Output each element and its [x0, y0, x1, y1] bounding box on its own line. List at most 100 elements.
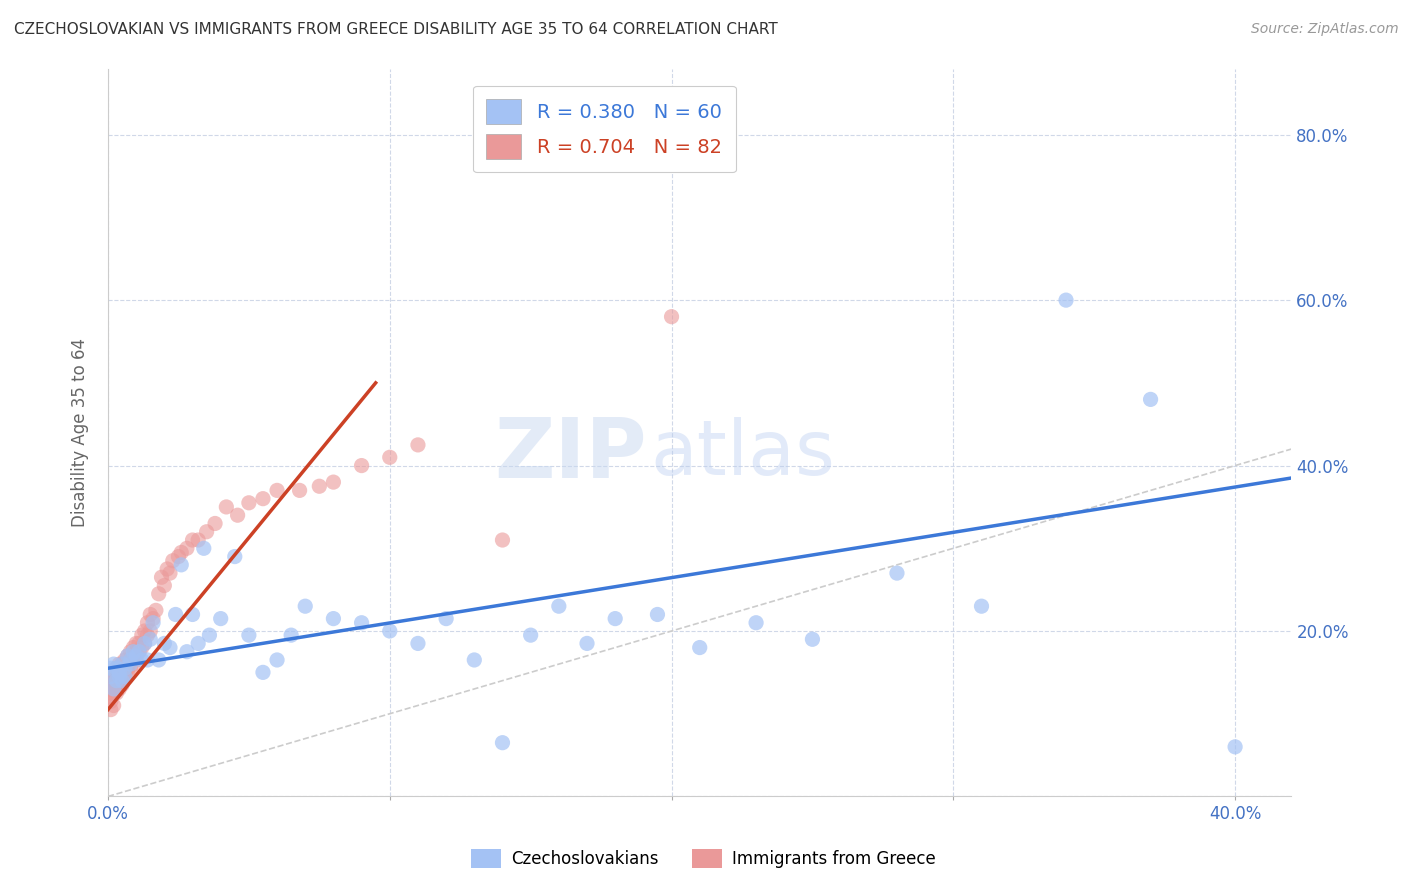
- Point: [288, 483, 311, 498]
- Point: [176, 541, 198, 556]
- Point: [117, 648, 139, 663]
- Point: [215, 500, 238, 514]
- Point: [128, 636, 150, 650]
- Point: [120, 657, 142, 672]
- Point: [156, 562, 179, 576]
- Point: [209, 612, 232, 626]
- Point: [125, 648, 148, 663]
- Point: [801, 632, 824, 647]
- Point: [238, 628, 260, 642]
- Point: [120, 653, 142, 667]
- Point: [105, 678, 128, 692]
- Point: [406, 636, 429, 650]
- Point: [159, 566, 181, 580]
- Point: [117, 661, 139, 675]
- Point: [114, 661, 136, 675]
- Point: [105, 673, 128, 688]
- Point: [167, 549, 190, 564]
- Point: [122, 648, 145, 663]
- Point: [150, 570, 173, 584]
- Point: [165, 607, 187, 622]
- Legend: R = 0.380   N = 60, R = 0.704   N = 82: R = 0.380 N = 60, R = 0.704 N = 82: [472, 86, 735, 172]
- Point: [463, 653, 485, 667]
- Point: [159, 640, 181, 655]
- Point: [111, 673, 134, 688]
- Point: [547, 599, 569, 614]
- Point: [105, 669, 128, 683]
- Point: [103, 678, 125, 692]
- Point: [114, 669, 136, 683]
- Point: [434, 612, 457, 626]
- Point: [103, 669, 125, 683]
- Point: [576, 636, 599, 650]
- Point: [605, 612, 627, 626]
- Point: [125, 645, 148, 659]
- Point: [131, 653, 153, 667]
- Point: [689, 640, 711, 655]
- Point: [187, 636, 209, 650]
- Point: [120, 653, 142, 667]
- Point: [136, 628, 159, 642]
- Text: CZECHOSLOVAKIAN VS IMMIGRANTS FROM GREECE DISABILITY AGE 35 TO 64 CORRELATION CH: CZECHOSLOVAKIAN VS IMMIGRANTS FROM GREEC…: [14, 22, 778, 37]
- Point: [378, 450, 401, 465]
- Point: [970, 599, 993, 614]
- Point: [322, 475, 344, 489]
- Point: [108, 669, 131, 683]
- Point: [108, 665, 131, 680]
- Point: [100, 690, 122, 705]
- Point: [105, 686, 128, 700]
- Point: [252, 665, 274, 680]
- Point: [491, 736, 513, 750]
- Point: [103, 673, 125, 688]
- Point: [122, 657, 145, 672]
- Point: [238, 496, 260, 510]
- Point: [108, 665, 131, 680]
- Text: ZIP: ZIP: [494, 414, 647, 495]
- Point: [108, 657, 131, 672]
- Point: [128, 645, 150, 659]
- Point: [153, 636, 176, 650]
- Point: [139, 624, 162, 638]
- Point: [226, 508, 249, 523]
- Legend: Czechoslovakians, Immigrants from Greece: Czechoslovakians, Immigrants from Greece: [464, 842, 942, 875]
- Point: [139, 632, 162, 647]
- Point: [181, 607, 204, 622]
- Point: [131, 640, 153, 655]
- Point: [111, 678, 134, 692]
- Point: [100, 673, 122, 688]
- Point: [131, 628, 153, 642]
- Point: [1139, 392, 1161, 407]
- Point: [350, 458, 373, 473]
- Point: [308, 479, 330, 493]
- Text: atlas: atlas: [650, 417, 835, 491]
- Point: [120, 645, 142, 659]
- Point: [142, 612, 165, 626]
- Point: [103, 657, 125, 672]
- Point: [153, 578, 176, 592]
- Point: [145, 603, 167, 617]
- Point: [114, 665, 136, 680]
- Point: [252, 491, 274, 506]
- Point: [294, 599, 316, 614]
- Point: [111, 669, 134, 683]
- Point: [745, 615, 768, 630]
- Point: [105, 673, 128, 688]
- Point: [176, 645, 198, 659]
- Point: [142, 615, 165, 630]
- Point: [193, 541, 215, 556]
- Point: [114, 669, 136, 683]
- Point: [117, 657, 139, 672]
- Point: [111, 665, 134, 680]
- Point: [114, 653, 136, 667]
- Point: [134, 636, 156, 650]
- Point: [1223, 739, 1246, 754]
- Point: [187, 533, 209, 547]
- Point: [103, 698, 125, 713]
- Point: [100, 681, 122, 696]
- Point: [266, 653, 288, 667]
- Y-axis label: Disability Age 35 to 64: Disability Age 35 to 64: [72, 338, 89, 527]
- Point: [148, 653, 170, 667]
- Point: [108, 669, 131, 683]
- Point: [103, 681, 125, 696]
- Point: [117, 665, 139, 680]
